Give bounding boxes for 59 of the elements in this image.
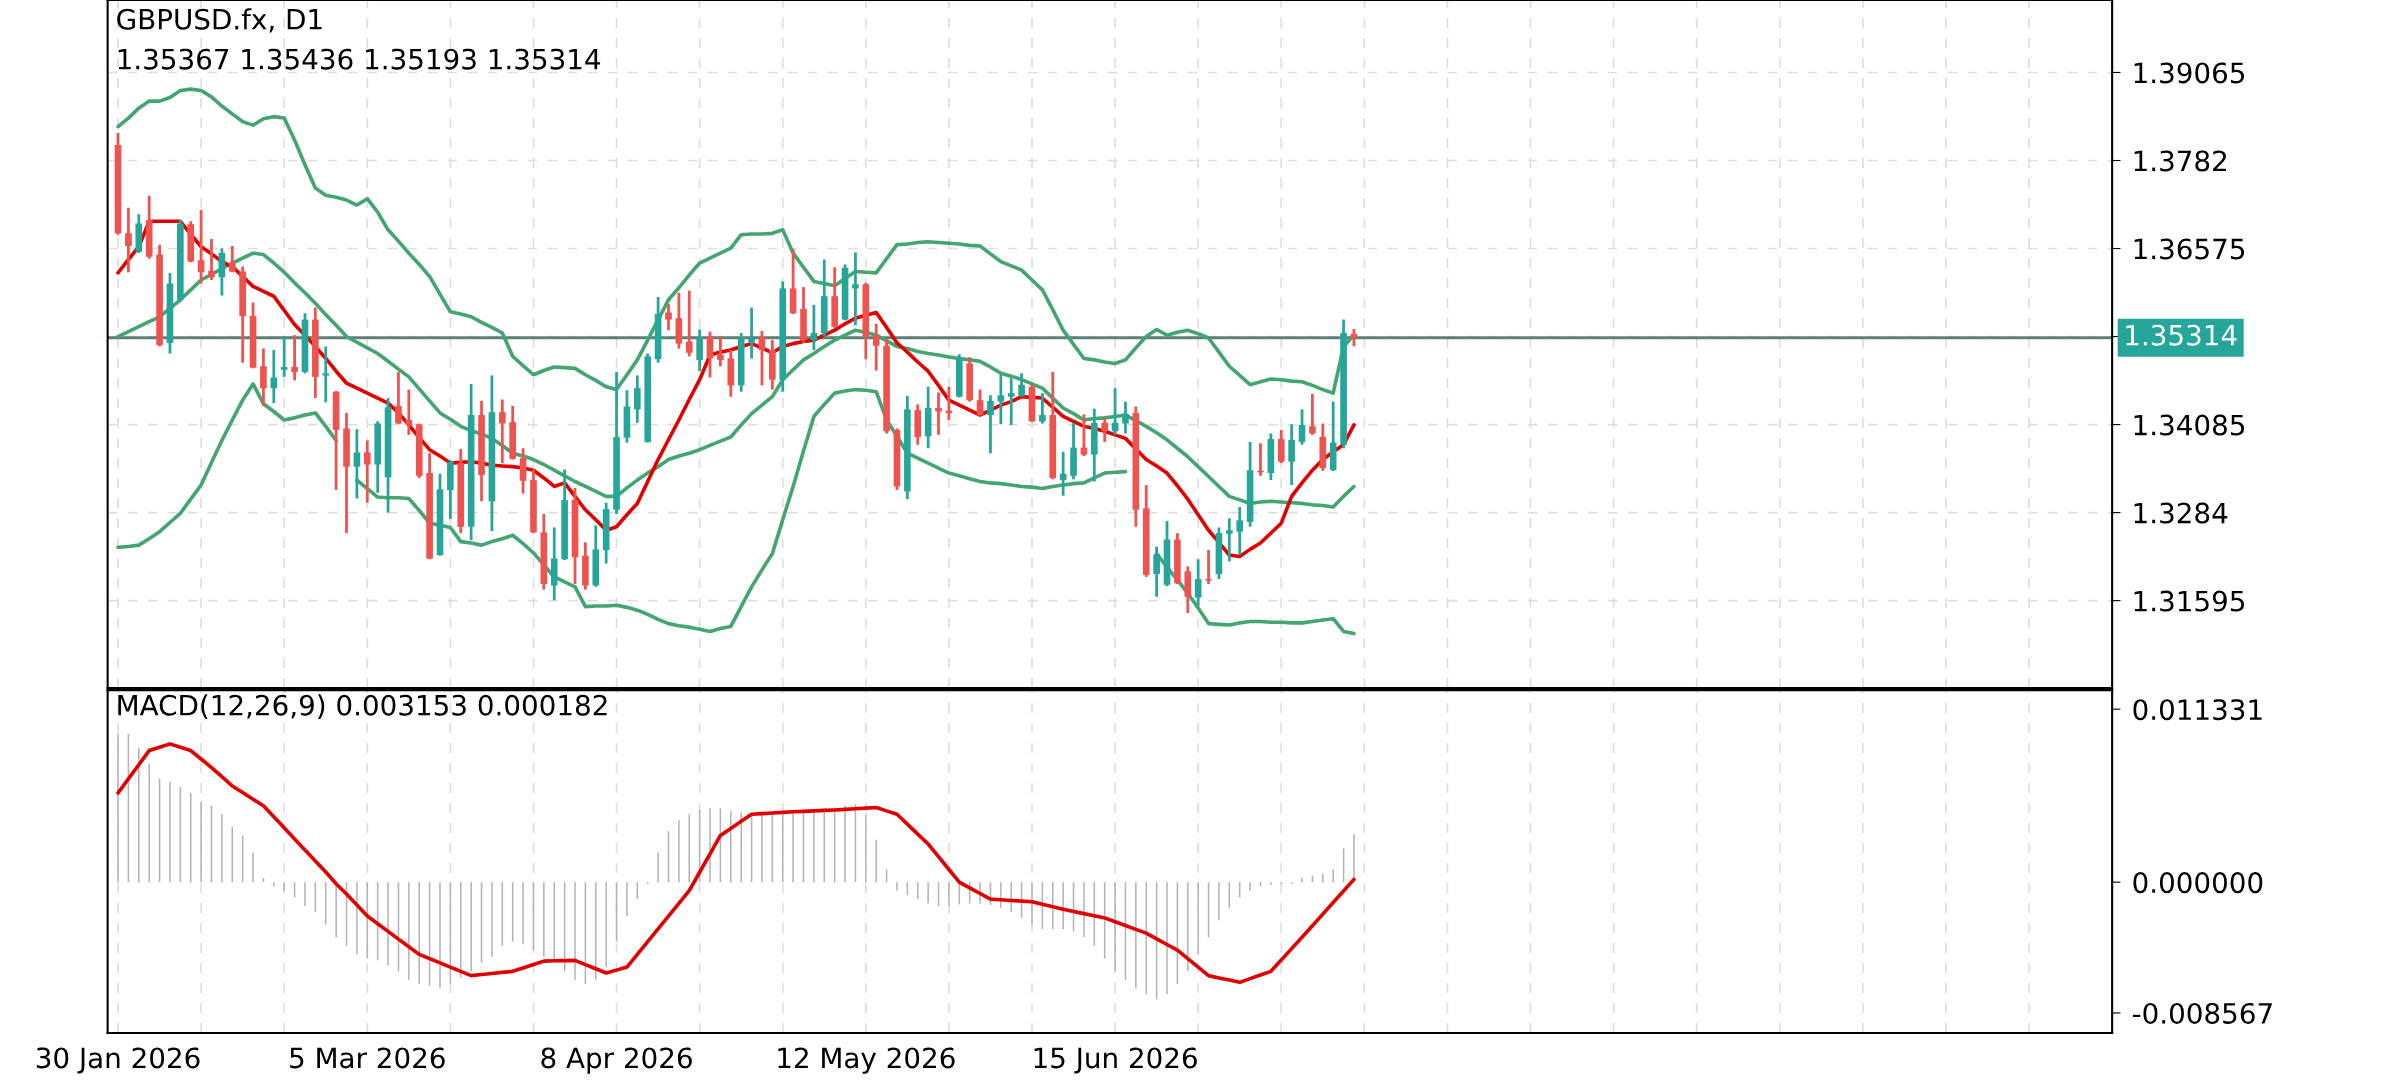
candlestick [1309, 392, 1316, 437]
y-tick-label: 1.39065 [2134, 62, 2245, 84]
text: 1.35367 1.35436 1.35193 1.35314 [118, 48, 601, 70]
x-tick-label: 8 Apr 2026 [541, 1047, 692, 1074]
y-tick-label: 1.3284 [2134, 502, 2228, 524]
y-tick-label: -0.008567 [2132, 1002, 2272, 1024]
candlestick [685, 289, 693, 358]
candlestick [280, 334, 288, 379]
candlestick [976, 388, 984, 418]
line-series [116, 251, 1356, 509]
candlestick [125, 206, 132, 274]
chart-title: GBPUSD.fx, D1 [117, 8, 322, 33]
candlestick [634, 374, 641, 425]
y-tick-label: 1.34085 [2134, 414, 2245, 436]
x-tick-label: 12 May 2026 [778, 1047, 955, 1074]
candlestick [717, 334, 724, 368]
candlestick [748, 306, 755, 360]
candlestick [260, 347, 267, 408]
y-tick-label: 0.000000 [2133, 872, 2263, 894]
x-tick-label: 15 Jun 2026 [1034, 1047, 1197, 1074]
x-tick-label: 30 Jan 2026 [36, 1047, 200, 1074]
candlestick [935, 391, 942, 437]
candlestick [872, 322, 880, 372]
candlestick [228, 244, 236, 274]
chart-title: MACD(12,26,9) 0.003153 0.000182 [118, 694, 607, 719]
candlestick [197, 208, 205, 285]
x-tick-label: 5 Mar 2026 [290, 1047, 445, 1069]
candlestick [498, 398, 506, 465]
candlestick [1007, 376, 1015, 427]
candlestick [1236, 505, 1244, 557]
candlestick [987, 393, 994, 455]
y-tick-label: 1.31595 [2134, 590, 2245, 612]
candlestick [997, 373, 1005, 426]
y-tick-label: 1.3782 [2134, 150, 2226, 172]
ref-line-label: 1.35314 [2126, 324, 2237, 346]
line-series [116, 87, 1356, 395]
candlestick [665, 302, 672, 332]
candlestick [322, 345, 330, 404]
candlestick [1101, 416, 1109, 444]
candlestick [1298, 407, 1306, 447]
candlestick [208, 237, 215, 282]
candlestick [395, 370, 402, 426]
y-tick-label: 0.011331 [2133, 699, 2262, 721]
candlestick [696, 328, 703, 373]
candlestick [1288, 422, 1295, 487]
candlestick [363, 439, 371, 505]
candlestick [405, 388, 413, 437]
candlestick [1277, 428, 1285, 465]
line-series [116, 742, 1356, 985]
candlestick [270, 348, 278, 405]
candlestick [1018, 371, 1025, 399]
candlestick [852, 251, 859, 327]
candlestick [1226, 516, 1233, 563]
y-tick-label: 1.36575 [2134, 238, 2245, 260]
candlestick [1039, 391, 1046, 425]
candlestick [1153, 545, 1160, 599]
candlestick [291, 333, 298, 382]
candlestick [1122, 400, 1129, 435]
candlestick [519, 446, 527, 495]
